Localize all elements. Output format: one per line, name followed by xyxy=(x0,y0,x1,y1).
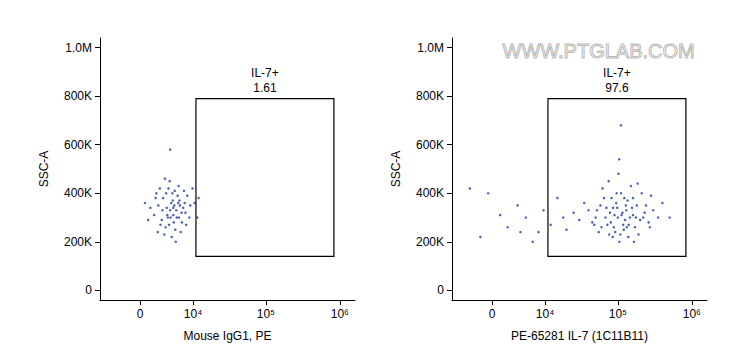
svg-text:10⁴: 10⁴ xyxy=(184,307,203,321)
svg-text:Mouse IgG1, PE: Mouse IgG1, PE xyxy=(183,329,271,343)
svg-text:400K: 400K xyxy=(416,186,444,200)
svg-text:10⁵: 10⁵ xyxy=(609,307,627,321)
svg-text:1.0M: 1.0M xyxy=(65,41,92,55)
svg-text:10⁵: 10⁵ xyxy=(257,307,275,321)
svg-text:200K: 200K xyxy=(416,235,444,249)
svg-text:IL-7+: IL-7+ xyxy=(603,66,631,80)
svg-text:0: 0 xyxy=(489,307,496,321)
svg-text:0: 0 xyxy=(437,283,444,297)
svg-text:400K: 400K xyxy=(64,186,92,200)
svg-text:10⁶: 10⁶ xyxy=(331,307,349,321)
svg-text:97.6: 97.6 xyxy=(605,81,629,95)
svg-text:0: 0 xyxy=(85,283,92,297)
svg-text:10⁶: 10⁶ xyxy=(683,307,701,321)
svg-text:800K: 800K xyxy=(64,89,92,103)
svg-text:PE-65281 IL-7 (1C11B11): PE-65281 IL-7 (1C11B11) xyxy=(511,329,648,343)
svg-text:800K: 800K xyxy=(416,89,444,103)
svg-text:0: 0 xyxy=(137,307,144,321)
svg-text:1.61: 1.61 xyxy=(253,81,277,95)
svg-text:600K: 600K xyxy=(64,138,92,152)
svg-text:600K: 600K xyxy=(416,138,444,152)
svg-text:IL-7+: IL-7+ xyxy=(251,66,279,80)
svg-text:SSC-A: SSC-A xyxy=(37,151,51,188)
svg-text:WWW.PTGLAB.COM: WWW.PTGLAB.COM xyxy=(503,40,695,62)
svg-text:200K: 200K xyxy=(64,235,92,249)
svg-text:SSC-A: SSC-A xyxy=(389,151,403,188)
svg-text:1.0M: 1.0M xyxy=(417,41,444,55)
svg-text:10⁴: 10⁴ xyxy=(536,307,555,321)
